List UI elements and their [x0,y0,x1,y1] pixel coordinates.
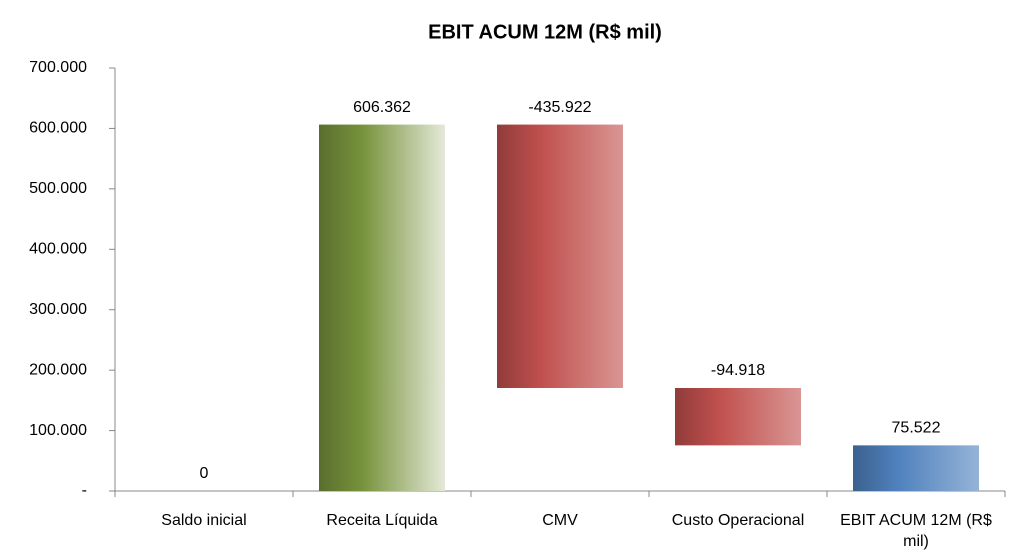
bar [853,445,979,491]
y-tick-label: 600.000 [29,120,87,137]
x-tick-label: Saldo inicial [161,512,247,529]
y-tick-label: 300.000 [29,301,87,318]
y-tick-label: 400.000 [29,241,87,258]
data-label: -435.922 [528,99,591,116]
data-label: 606.362 [353,99,411,116]
bar [319,124,445,491]
chart-title: EBIT ACUM 12M (R$ mil) [428,21,662,43]
y-tick-label: 100.000 [29,422,87,439]
y-tick-label: - [82,482,87,499]
x-tick-label: Custo Operacional [671,512,805,529]
bar [675,388,801,446]
data-label: 75.522 [892,420,941,437]
bar [497,124,623,389]
data-label: -94.918 [711,362,765,379]
x-tick-label: EBIT ACUM 12M (R$ mil) [840,512,992,550]
x-tick-label: Receita Líquida [326,512,438,529]
y-tick-label: 500.000 [29,180,87,197]
y-tick-label: 700.000 [29,59,87,76]
y-tick-label: 200.000 [29,361,87,378]
x-tick-label: CMV [542,512,578,529]
data-label: 0 [200,465,209,482]
